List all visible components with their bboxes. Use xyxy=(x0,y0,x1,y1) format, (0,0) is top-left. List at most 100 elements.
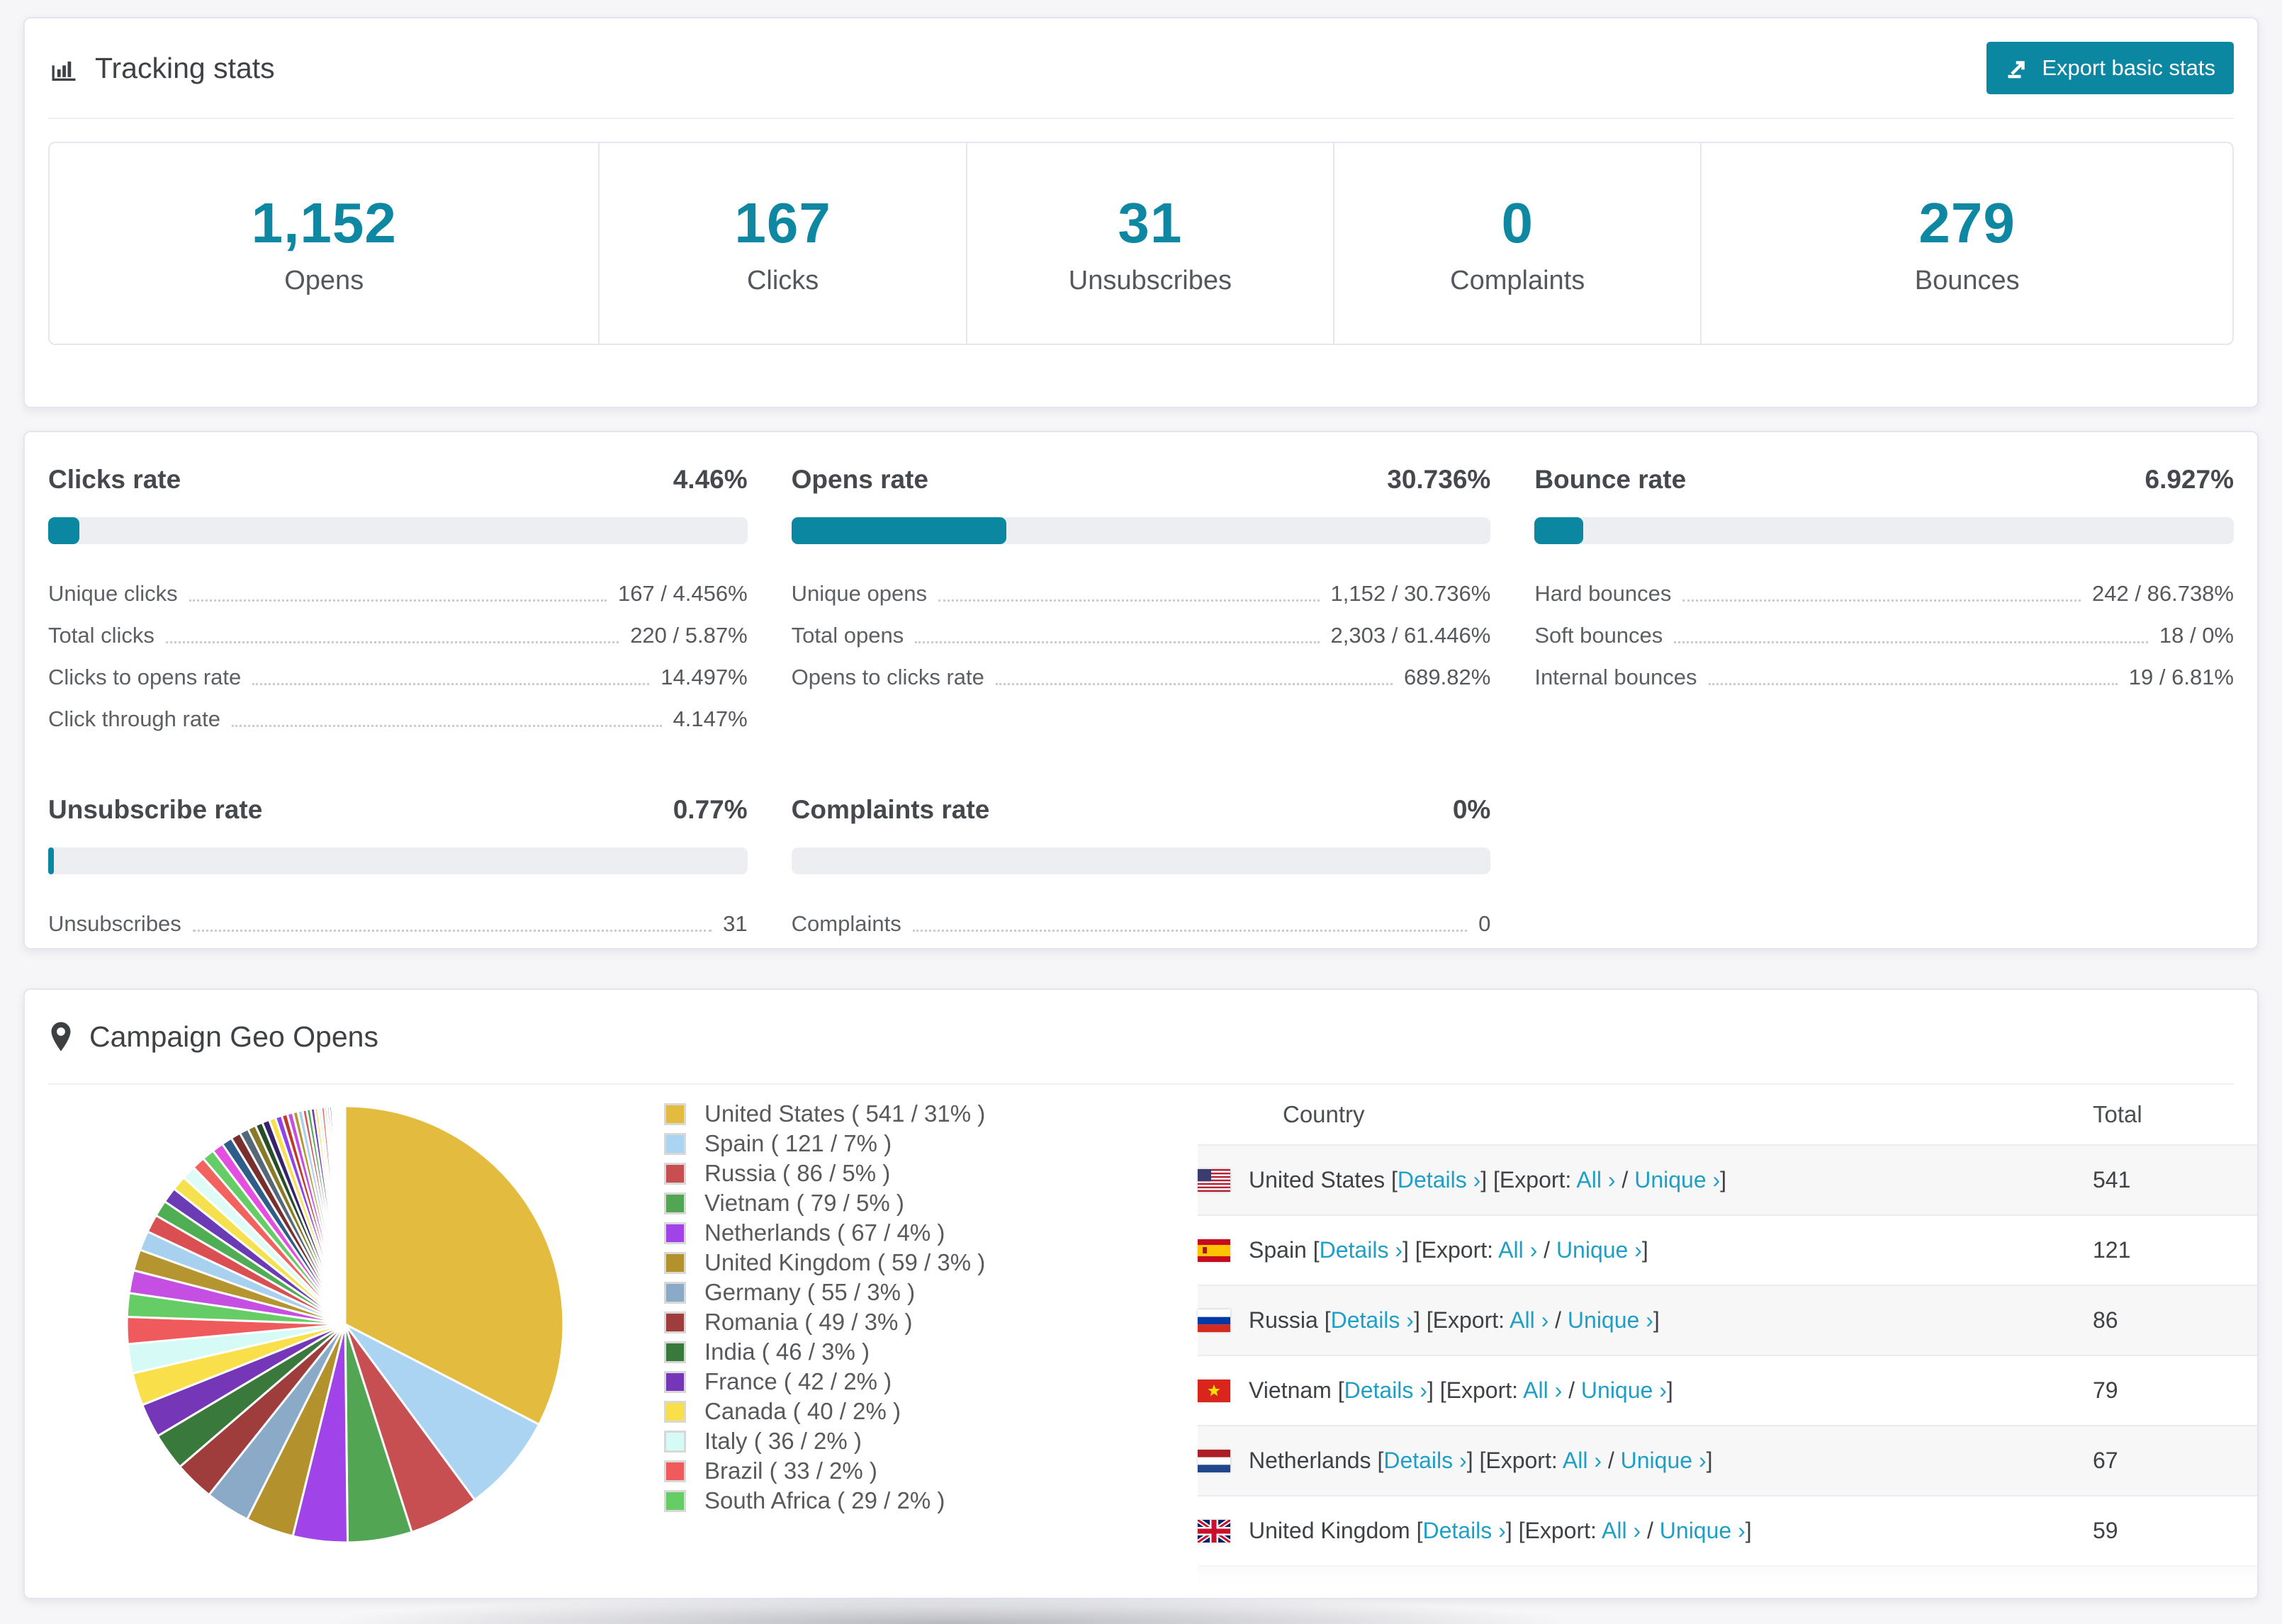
geo-table-cell-country: United States [Details ›] [Export: All ›… xyxy=(1198,1167,2093,1193)
geo-table-cell-total: 59 xyxy=(2093,1518,2118,1543)
pie-chart-svg xyxy=(125,1105,565,1544)
rate-section-title: Opens rate xyxy=(791,465,928,494)
legend-label: India ( 46 / 3% ) xyxy=(704,1338,870,1365)
geo-table-cell-total: 121 xyxy=(2093,1237,2131,1263)
rate-section-header: Clicks rate 4.46% xyxy=(48,465,748,495)
rate-detail-label: Total clicks xyxy=(48,622,154,648)
details-link[interactable]: Details › xyxy=(1330,1307,1414,1333)
tracking-stats-header: Tracking stats Export basic stats xyxy=(48,18,2234,119)
flag-es-icon xyxy=(1198,1239,1230,1262)
export-unique-link[interactable]: Unique › xyxy=(1659,1518,1746,1543)
rate-section-value: 0.77% xyxy=(673,795,748,824)
rate-section-bounce-rate: Bounce rate 6.927% Hard bounces 242 / 86.73… xyxy=(1534,465,2234,740)
export-all-link[interactable]: All › xyxy=(1523,1377,1563,1403)
details-link[interactable]: Details › xyxy=(1383,1448,1467,1473)
legend-swatch xyxy=(664,1430,686,1453)
export-unique-link[interactable]: Unique › xyxy=(1556,1237,1642,1263)
export-all-link[interactable]: All › xyxy=(1498,1237,1538,1263)
legend-item: Germany ( 55 / 3% ) xyxy=(664,1278,1082,1307)
geo-table-row: Netherlands [Details ›] [Export: All › /… xyxy=(1198,1425,2257,1495)
export-all-link[interactable]: All › xyxy=(1602,1518,1641,1543)
summary-stat-label: Unsubscribes xyxy=(1068,266,1232,295)
export-all-link[interactable]: All › xyxy=(1576,1167,1616,1192)
rate-section-value: 6.927% xyxy=(2145,465,2235,494)
details-link[interactable]: Details › xyxy=(1319,1237,1403,1263)
geo-opens-pie-chart xyxy=(118,1098,572,1551)
details-link[interactable]: Details › xyxy=(1422,1518,1506,1543)
tracking-stats-title: Tracking stats xyxy=(48,52,275,85)
legend-label: Romania ( 49 / 3% ) xyxy=(704,1309,913,1335)
rate-detail-row: Click through rate 4.147% xyxy=(48,698,748,740)
rate-progress-track xyxy=(48,517,748,544)
rate-section-title: Bounce rate xyxy=(1534,465,1687,494)
legend-item: India ( 46 / 3% ) xyxy=(664,1337,1082,1367)
details-link[interactable]: Details › xyxy=(1344,1377,1427,1403)
details-link[interactable]: Details › xyxy=(1397,1167,1481,1192)
summary-stat-label: Bounces xyxy=(1914,266,2020,295)
export-unique-link[interactable]: Unique › xyxy=(1567,1307,1653,1333)
export-unique-link[interactable]: Unique › xyxy=(1580,1377,1667,1403)
geo-table-cell-total: 86 xyxy=(2093,1307,2118,1333)
dotted-leader xyxy=(192,930,712,932)
rate-detail-value: 242 / 86.738% xyxy=(2092,580,2234,606)
dotted-leader xyxy=(165,641,619,643)
rate-detail-label: Click through rate xyxy=(48,706,220,731)
rate-progress-track xyxy=(1534,517,2234,544)
rate-detail-value: 31 xyxy=(723,910,748,936)
rate-detail-label: Complaints xyxy=(791,910,901,936)
rate-detail-row: Total clicks 220 / 5.87% xyxy=(48,614,748,656)
geo-table-cell-country: Netherlands [Details ›] [Export: All › /… xyxy=(1198,1448,2093,1474)
legend-item: Brazil ( 33 / 2% ) xyxy=(664,1456,1082,1486)
country-name: United Kingdom [ xyxy=(1249,1518,1423,1543)
viewport-bottom-shadow xyxy=(340,1596,1559,1624)
summary-stat-value: 279 xyxy=(1918,191,2016,254)
legend-swatch xyxy=(664,1132,686,1155)
country-row-text: United Kingdom [Details ›] [Export: All … xyxy=(1249,1518,1752,1544)
rate-detail-row: Opens to clicks rate 689.82% xyxy=(792,656,1491,698)
legend-label: Canada ( 40 / 2% ) xyxy=(704,1398,901,1424)
rate-section-clicks-rate: Clicks rate 4.46% Unique clicks 167 / 4.456… xyxy=(48,465,748,740)
geo-table-cell-country: Vietnam [Details ›] [Export: All › / Uni… xyxy=(1198,1377,2093,1404)
rate-section-value: 4.46% xyxy=(673,465,748,494)
separator: / xyxy=(1641,1518,1660,1543)
summary-stat-label: Opens xyxy=(284,266,364,295)
geo-table-cell-country: United Kingdom [Details ›] [Export: All … xyxy=(1198,1518,2093,1544)
rate-section-header: Complaints rate 0% xyxy=(792,795,1491,825)
rate-section-value: 30.736% xyxy=(1387,465,1491,494)
legend-swatch xyxy=(664,1251,686,1274)
geo-table-header: Country Total xyxy=(1198,1085,2257,1144)
table-bottom-fade xyxy=(25,1554,2257,1598)
legend-swatch xyxy=(664,1400,686,1423)
bracket: ] xyxy=(1745,1518,1752,1543)
rate-detail-value: 0 xyxy=(1478,910,1491,936)
geo-table-header-country: Country xyxy=(1283,1101,1365,1127)
tracking-stats-card: Tracking stats Export basic stats 1,152 O… xyxy=(23,17,2259,408)
export-unique-link[interactable]: Unique › xyxy=(1620,1448,1707,1473)
dotted-leader xyxy=(1682,599,2081,602)
summary-stat-label: Complaints xyxy=(1450,266,1585,295)
bracket: ] [Export: xyxy=(1505,1518,1602,1543)
legend-item: Vietnam ( 79 / 5% ) xyxy=(664,1188,1082,1218)
rates-row-1: Clicks rate 4.46% Unique clicks 167 / 4.456… xyxy=(48,465,2234,740)
rate-detail-label: Opens to clicks rate xyxy=(791,664,984,689)
export-all-link[interactable]: All › xyxy=(1562,1448,1602,1473)
dotted-leader xyxy=(252,683,650,685)
export-basic-stats-button[interactable]: Export basic stats xyxy=(1986,42,2234,94)
export-all-link[interactable]: All › xyxy=(1510,1307,1549,1333)
rate-detail-label: Clicks to opens rate xyxy=(48,664,242,689)
legend-item: South Africa ( 29 / 2% ) xyxy=(664,1486,1082,1516)
legend-swatch xyxy=(664,1341,686,1363)
geo-table-row: United Kingdom [Details ›] [Export: All … xyxy=(1198,1495,2257,1565)
rate-detail-rows: Complaints 0 xyxy=(792,903,1491,944)
legend-label: Russia ( 86 / 5% ) xyxy=(704,1160,891,1186)
rate-section-title: Clicks rate xyxy=(48,465,181,494)
legend-swatch xyxy=(664,1460,686,1482)
map-marker-icon xyxy=(51,1022,71,1051)
pie-legend: United States ( 541 / 31% ) Spain ( 121 /… xyxy=(664,1099,1082,1516)
flag-nl-icon xyxy=(1198,1449,1230,1472)
rate-detail-row: Unsubscribes 31 xyxy=(48,903,748,944)
export-unique-link[interactable]: Unique › xyxy=(1634,1167,1721,1192)
summary-stat-box: 0 Complaints xyxy=(1333,143,1700,344)
legend-label: France ( 42 / 2% ) xyxy=(704,1368,892,1394)
geo-content: United States ( 541 / 31% ) Spain ( 121 /… xyxy=(25,1085,2257,1598)
